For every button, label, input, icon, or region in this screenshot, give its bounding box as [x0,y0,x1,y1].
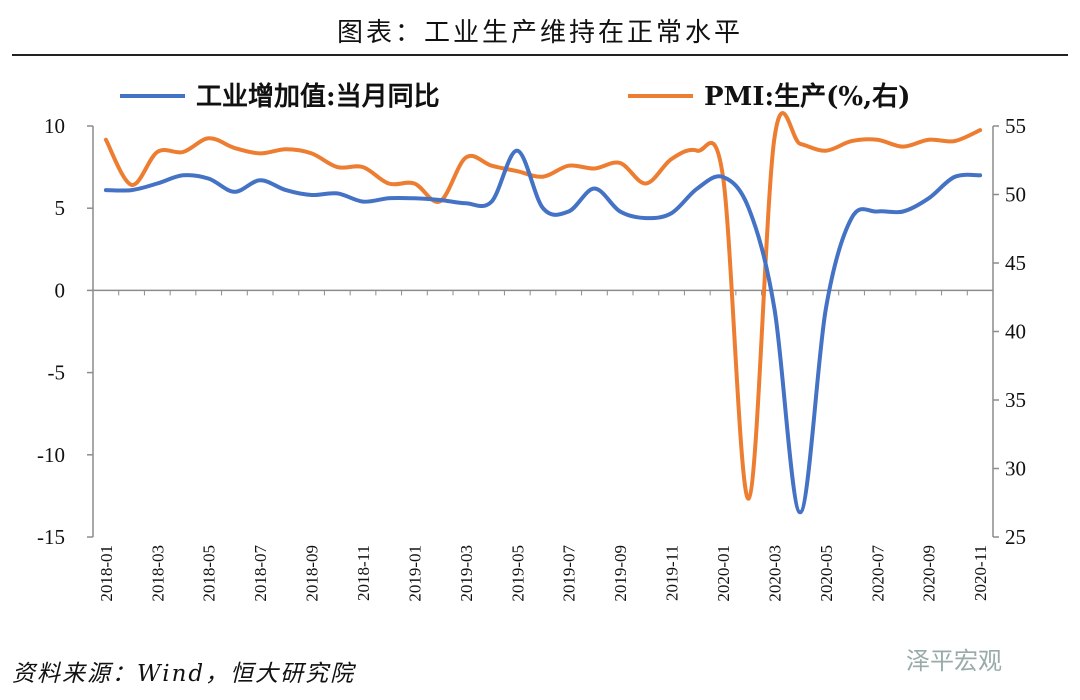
left-y-tick-label: -5 [48,361,66,385]
series-line-pmi-production [103,111,983,501]
left-y-tick-label: 0 [55,278,66,302]
x-tick-label: 2018-07 [251,545,270,602]
x-tick-label: 2020-05 [817,545,836,602]
x-tick-label: 2019-11 [663,545,682,601]
left-y-tick-label: -15 [37,525,65,549]
page-title: 图表：工业生产维持在正常水平 [336,18,743,48]
source-note: 资料来源：Wind，恒大研究院 [12,661,356,687]
title-divider [12,54,1068,56]
right-y-tick-label: 55 [1005,114,1026,138]
x-tick-label: 2018-05 [200,545,219,602]
watermark: 泽平宏观 [906,647,1002,675]
x-tick-label: 2019-09 [611,545,630,602]
x-tick-label: 2018-03 [148,545,167,602]
right-y-tick-label: 25 [1005,525,1026,549]
left-y-tick-label: -10 [37,443,65,467]
left-y-tick-label: 5 [55,196,66,220]
x-tick-label: 2019-01 [405,545,424,602]
left-y-tick-label: 10 [44,114,65,138]
legend-label-industrial-value: 工业增加值:当月同比 [196,81,440,112]
dual-axis-line-chart: 工业增加值:当月同比 PMI:生产(%,右) 1050-5-10-1555504… [37,81,1026,602]
x-tick-label: 2020-11 [971,545,990,601]
x-tick-label: 2020-09 [920,545,939,602]
chart-legend: 工业增加值:当月同比 PMI:生产(%,右) [120,81,910,112]
right-y-tick-label: 40 [1005,320,1026,344]
x-tick-label: 2019-07 [560,545,579,602]
right-y-tick-label: 35 [1005,388,1026,412]
legend-label-pmi-production: PMI:生产(%,右) [704,82,910,112]
x-tick-label: 2019-03 [457,545,476,602]
x-tick-label: 2020-07 [868,545,887,602]
x-tick-label: 2020-03 [765,545,784,602]
right-y-tick-label: 30 [1005,457,1026,481]
series-layer [103,111,983,515]
x-tick-label: 2018-11 [354,545,373,601]
x-tick-label: 2020-01 [714,545,733,602]
x-tick-label: 2019-05 [508,545,527,602]
right-y-tick-label: 50 [1005,183,1026,207]
right-y-tick-label: 45 [1005,251,1026,275]
x-tick-label: 2018-09 [303,545,322,602]
x-tick-label: 2018-01 [97,545,116,602]
series-line-industrial-value [103,148,983,515]
